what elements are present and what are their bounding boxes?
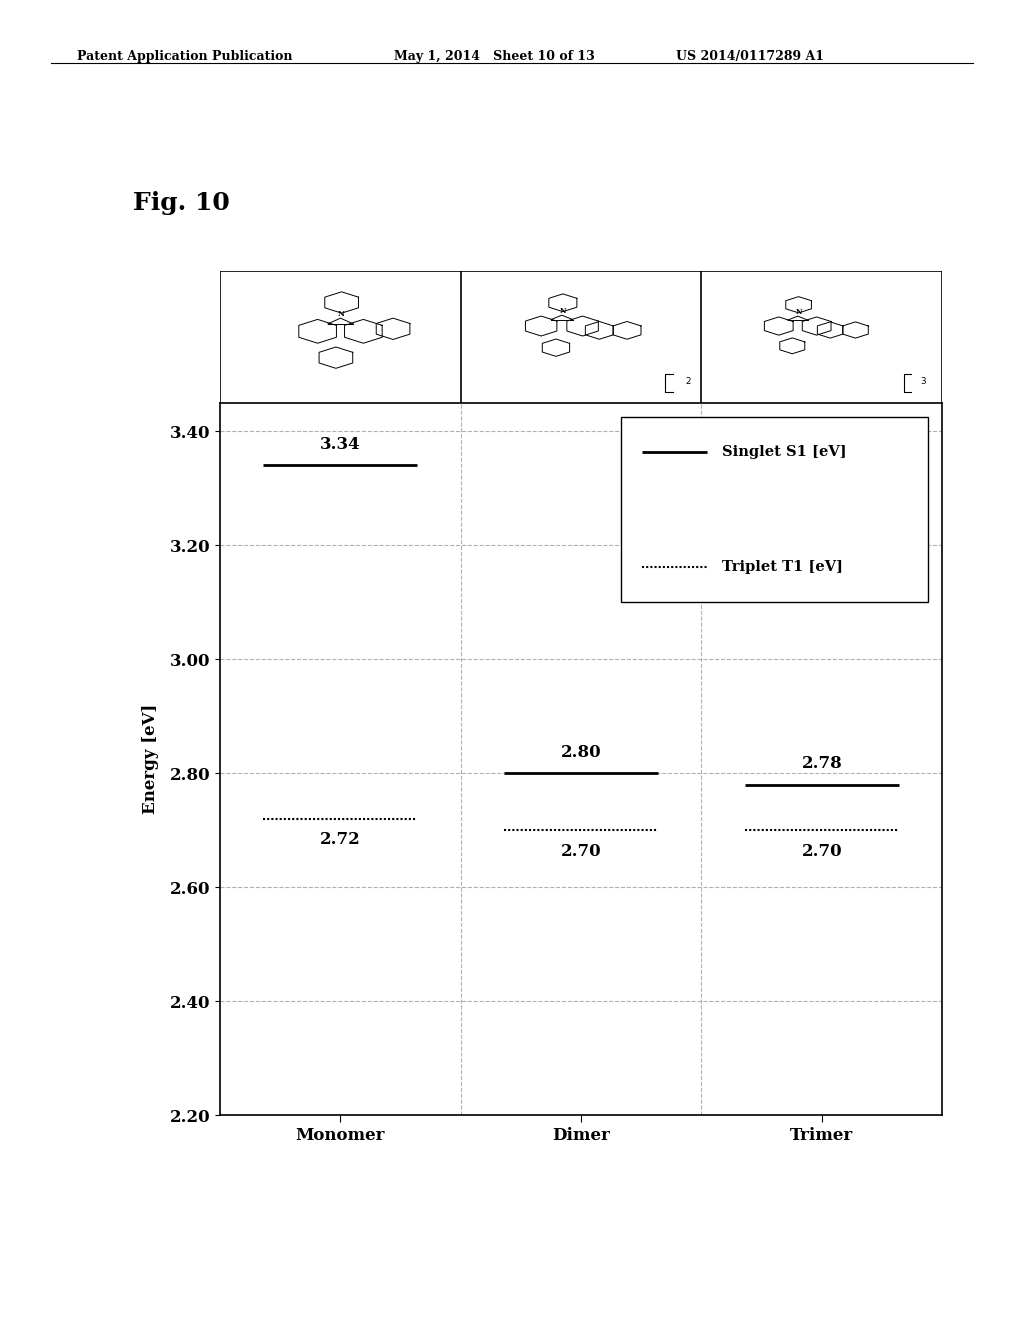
FancyBboxPatch shape <box>621 417 928 602</box>
Text: Triplet T1 [eV]: Triplet T1 [eV] <box>722 560 843 574</box>
Text: 2.70: 2.70 <box>561 843 601 859</box>
Text: $_2$: $_2$ <box>685 374 691 387</box>
Text: N: N <box>796 308 802 315</box>
Text: 2.72: 2.72 <box>321 832 360 849</box>
Text: N: N <box>560 306 566 314</box>
Text: Singlet S1 [eV]: Singlet S1 [eV] <box>722 445 847 459</box>
Text: Fig. 10: Fig. 10 <box>133 191 229 215</box>
Text: 3.34: 3.34 <box>321 436 360 453</box>
Text: N: N <box>338 309 345 318</box>
Text: Patent Application Publication: Patent Application Publication <box>77 50 292 63</box>
Text: US 2014/0117289 A1: US 2014/0117289 A1 <box>676 50 824 63</box>
Text: May 1, 2014   Sheet 10 of 13: May 1, 2014 Sheet 10 of 13 <box>394 50 595 63</box>
Y-axis label: Energy [eV]: Energy [eV] <box>141 704 159 814</box>
Text: 2.78: 2.78 <box>802 755 842 772</box>
Text: 2.80: 2.80 <box>561 743 601 760</box>
Text: $_3$: $_3$ <box>921 374 928 387</box>
Text: 2.70: 2.70 <box>802 843 842 859</box>
